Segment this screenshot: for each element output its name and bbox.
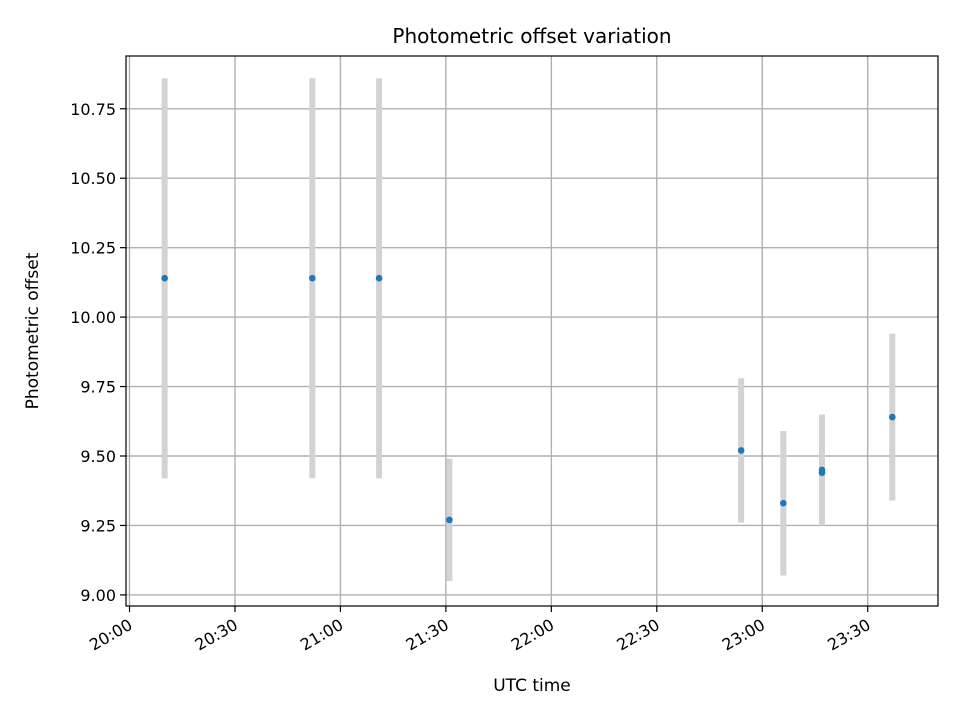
data-point bbox=[309, 274, 316, 282]
y-tick-label: 10.75 bbox=[70, 100, 116, 119]
x-tick-label: 20:00 bbox=[86, 615, 135, 655]
data-point bbox=[737, 447, 745, 454]
y-tick-label: 9.75 bbox=[80, 378, 116, 397]
plot-frame bbox=[125, 55, 939, 607]
x-tick-label: 23:00 bbox=[719, 615, 768, 655]
x-tick-label: 20:30 bbox=[192, 615, 241, 655]
data-point bbox=[889, 413, 896, 421]
y-tick-label: 10.00 bbox=[70, 308, 116, 327]
grid-lines bbox=[126, 56, 938, 606]
x-tick-label: 21:00 bbox=[297, 615, 346, 655]
y-tick-label: 10.25 bbox=[70, 239, 116, 258]
y-axis-ticks: 9.00 9.25 9.50 9.75 10.00 10.25 10.50 10.75 bbox=[70, 100, 126, 605]
data-point bbox=[780, 499, 787, 507]
data-point bbox=[818, 466, 826, 474]
data-point bbox=[161, 274, 168, 282]
x-tick-label: 22:00 bbox=[508, 615, 557, 655]
chart-title: Photometric offset variation bbox=[392, 24, 671, 48]
x-axis-label: UTC time bbox=[493, 676, 571, 696]
y-tick-label: 9.00 bbox=[80, 586, 116, 605]
data-points bbox=[161, 274, 896, 524]
y-axis-label: Photometric offset bbox=[23, 252, 43, 409]
data-point bbox=[446, 516, 453, 524]
x-tick-label: 22:30 bbox=[613, 615, 662, 655]
x-tick-label: 21:30 bbox=[402, 615, 451, 655]
y-tick-label: 10.50 bbox=[70, 169, 116, 188]
y-tick-label: 9.25 bbox=[80, 516, 116, 535]
data-point bbox=[375, 274, 383, 282]
y-tick-label: 9.50 bbox=[80, 447, 116, 466]
x-axis-ticks: 20:00 20:30 21:00 21:30 22:00 22:30 23:00 23:30 bbox=[86, 606, 874, 655]
x-tick-label: 23:30 bbox=[824, 615, 873, 655]
